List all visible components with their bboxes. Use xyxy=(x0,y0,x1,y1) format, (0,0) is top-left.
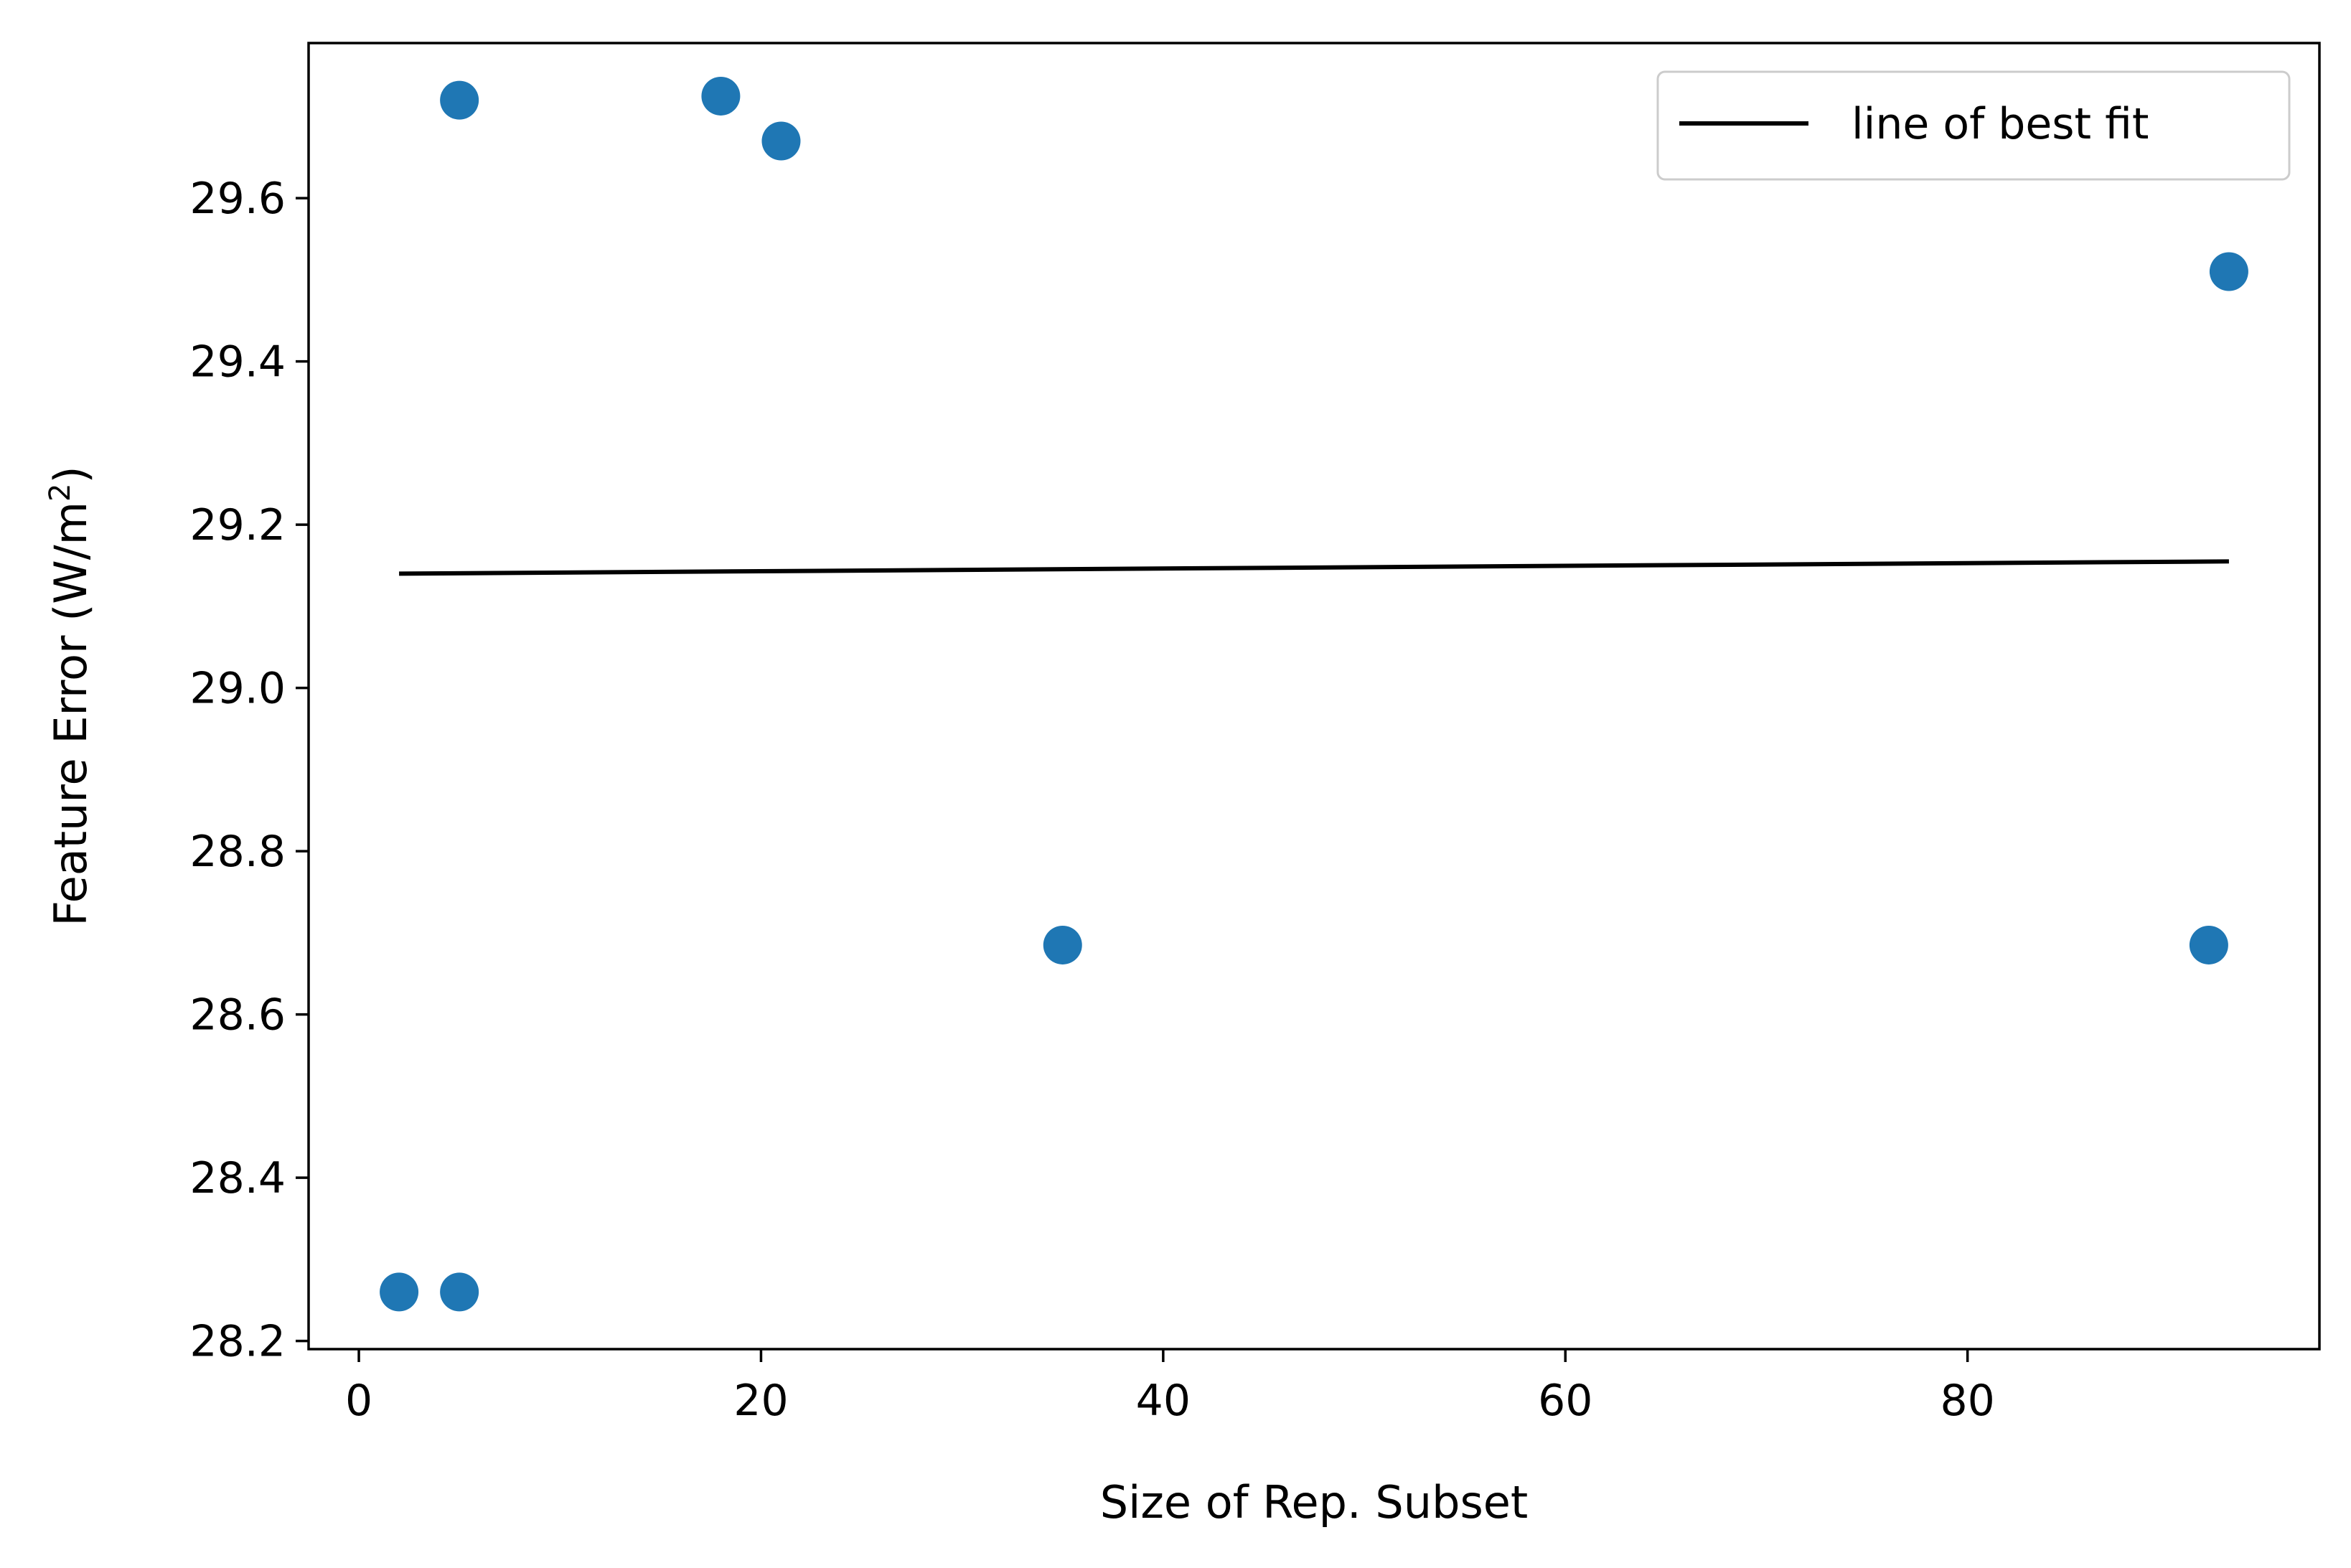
ticks-layer: 0 20 40 60 80 28.2 28.4 28.6 28.8 29.0 29.2 29.4 29.… xyxy=(189,174,1994,1426)
x-tick-label: 20 xyxy=(733,1376,788,1426)
y-tick-label: 28.4 xyxy=(189,1153,286,1203)
x-tick-label: 0 xyxy=(345,1376,372,1426)
y-axis-label-superscript: 2 xyxy=(44,484,77,502)
x-tick-label: 40 xyxy=(1136,1376,1191,1426)
fit-line-layer xyxy=(399,559,2229,576)
x-tick-label: 80 xyxy=(1940,1376,1994,1426)
points-layer xyxy=(380,76,2248,1312)
plot-area-frame xyxy=(307,42,2321,1351)
scatter-point xyxy=(380,1272,419,1312)
y-tick-label: 29.4 xyxy=(189,337,286,388)
scatter-point xyxy=(761,121,801,161)
y-axis-label-close: ) xyxy=(44,466,97,483)
x-tick-label: 60 xyxy=(1538,1376,1592,1426)
scatter-point xyxy=(2209,252,2248,291)
y-tick-label: 28.8 xyxy=(189,827,286,877)
y-axis-label: Feature Error (W/m2) xyxy=(44,466,97,926)
y-axis-label-main: Feature Error (W/m xyxy=(44,502,97,926)
y-tick-label: 28.6 xyxy=(189,990,286,1041)
legend-label-line-of-best-fit: line of best fit xyxy=(1852,99,2149,149)
y-tick-label: 29.6 xyxy=(189,174,286,224)
legend: line of best fit xyxy=(1656,70,2291,181)
scatter-point xyxy=(440,1272,479,1312)
scatter-point xyxy=(1043,925,1082,964)
scatter-point xyxy=(440,80,479,120)
legend-box xyxy=(1656,70,2291,181)
line-of-best-fit xyxy=(399,559,2229,576)
y-tick-label: 29.0 xyxy=(189,664,286,714)
scatter-point xyxy=(2189,925,2228,964)
y-tick-label: 28.2 xyxy=(189,1317,286,1367)
y-tick-label: 29.2 xyxy=(189,500,286,550)
scatter-point xyxy=(701,76,741,116)
x-axis-label: Size of Rep. Subset xyxy=(1100,1476,1528,1529)
